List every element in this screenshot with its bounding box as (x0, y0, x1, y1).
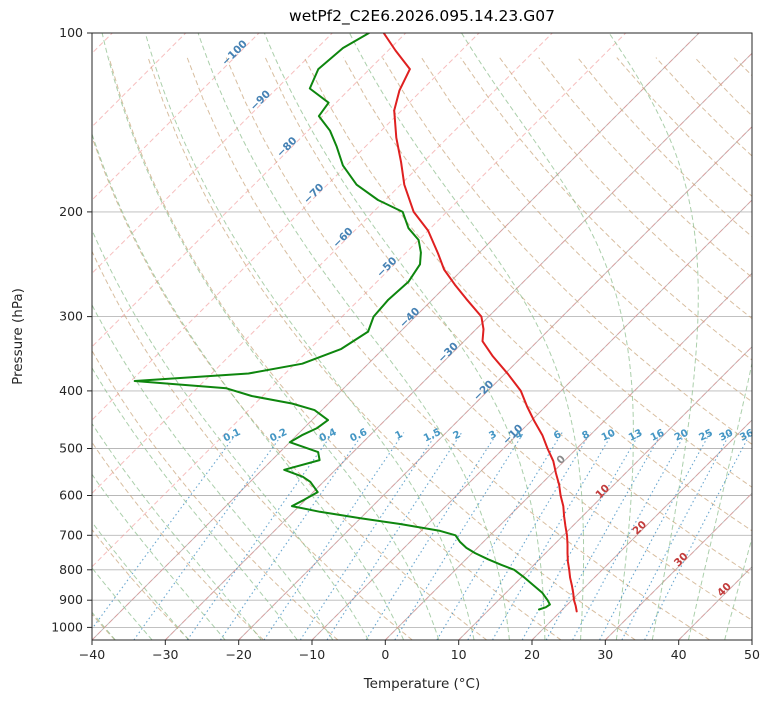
mixing-ratio-label: 3 (487, 429, 498, 442)
isotherm-line (92, 33, 260, 201)
isotherm-gridline (384, 272, 752, 640)
moist-adiabat-line (101, 33, 440, 640)
x-tick-label: −10 (299, 647, 325, 662)
y-tick-label: 100 (59, 25, 83, 40)
chart-layers: −100−90−80−70−60−50−40−30−20−10010203040… (51, 25, 760, 662)
mixing-ratio-label: 13 (627, 428, 644, 444)
dry-adiabats (92, 57, 752, 640)
mixing-ratio-label: 20 (673, 428, 690, 444)
mixing-ratio-label: 1 (393, 429, 404, 442)
plot-border (91, 32, 753, 641)
y-tick-label: 900 (59, 592, 83, 607)
moist-adiabat-line (92, 228, 369, 640)
temperature-line (382, 33, 578, 613)
isotherm-line (92, 33, 700, 640)
isotherm-lines (92, 33, 752, 640)
x-tick-label: 40 (671, 647, 687, 662)
dewpoint-line (133, 33, 551, 611)
mixing-ratio-label: 6 (552, 429, 563, 442)
y-tick-label: 700 (59, 527, 83, 542)
isotherm-line (92, 33, 333, 275)
isotherm-line (92, 33, 553, 495)
mixing-ratio-line (545, 432, 663, 640)
y-tick-label: 600 (59, 488, 83, 503)
x-axis-label: Temperature (°C) (363, 676, 481, 692)
x-tick-label: 50 (744, 647, 760, 662)
mixing-ratio-line (186, 432, 334, 640)
moist-adiabat-line (687, 360, 752, 640)
isotherm-line (238, 125, 752, 640)
y-tick-label: 500 (59, 441, 83, 456)
moist-adiabat-line (608, 33, 699, 640)
mixing-ratio-label: 25 (697, 428, 714, 444)
mixing-ratio-line (263, 432, 405, 640)
isotherm-gridline (311, 199, 752, 640)
dry-adiabat-line (342, 57, 752, 488)
dry-adiabat-line (147, 57, 636, 640)
mixing-ratio-label: 10 (600, 428, 617, 444)
mixing-ratio-line (436, 432, 563, 640)
isotherm-line (92, 33, 407, 348)
mixing-ratio-label: 36 (738, 428, 755, 444)
x-tick-label: −40 (79, 647, 105, 662)
isotherm-gridline (531, 419, 752, 640)
isotherm-line (164, 52, 752, 640)
y-tick-label: 300 (59, 309, 83, 324)
mixing-ratio-label: 2 (451, 429, 462, 442)
mixing-ratio-label: 8 (580, 429, 591, 442)
dry-adiabat-line (92, 528, 190, 640)
x-tick-label: 0 (381, 647, 389, 662)
y-axis-ticks: 100 200 300 400 500 600 700 800 900 1000 (51, 25, 92, 634)
mixing-ratio-line (326, 432, 463, 640)
isotherm-line (92, 33, 627, 568)
x-axis-ticks: −40 −30 −20 −10 0 10 20 30 40 50 (79, 640, 760, 662)
pressure-gridlines (92, 33, 752, 628)
dry-adiabat-line (92, 441, 264, 640)
dry-adiabat-line (421, 57, 752, 403)
y-tick-label: 800 (59, 562, 83, 577)
mixing-ratio-line (92, 432, 238, 630)
dry-adiabat-line (92, 135, 488, 640)
chart-title: wetPf2_C2E6.2026.095.14.23.G07 (289, 7, 555, 26)
x-tick-label: −20 (226, 647, 252, 662)
mixing-ratio-line (133, 432, 285, 640)
moist-adiabat-line (92, 303, 334, 640)
isotherm-gridline (604, 492, 752, 640)
moist-adiabat-line (92, 132, 405, 640)
y-tick-label: 400 (59, 383, 83, 398)
mixing-ratio-line (492, 432, 614, 640)
mixing-ratio-line (572, 432, 687, 640)
y-tick-label: 1000 (51, 619, 83, 634)
x-tick-label: 20 (524, 647, 540, 662)
mixing-ratio-label: 16 (649, 428, 666, 444)
isotherm-line (92, 33, 480, 421)
y-tick-label: 200 (59, 204, 83, 219)
mixing-ratio-line (219, 432, 365, 640)
x-tick-label: 30 (597, 647, 613, 662)
moist-adiabat-line (197, 33, 510, 640)
mixing-ratio-label: 4 (514, 429, 525, 442)
mixing-ratio-line (299, 432, 438, 640)
x-tick-label: −30 (152, 647, 178, 662)
moist-adiabats (92, 33, 752, 640)
x-tick-label: 10 (451, 647, 467, 662)
moist-adiabat-line (349, 33, 585, 640)
moist-adiabat-line (724, 536, 752, 640)
moist-adiabat-line (144, 33, 475, 640)
dry-adiabat-line (108, 57, 562, 640)
isotherm-gridline (458, 346, 752, 640)
y-axis-label: Pressure (hPa) (10, 288, 26, 385)
dry-adiabat-line (303, 57, 752, 532)
dry-adiabat-line (225, 57, 752, 621)
moist-adiabat-line (92, 473, 226, 640)
dry-adiabat-line (499, 57, 752, 320)
mixing-ratio-label: 30 (718, 428, 735, 444)
dry-adiabat-line (186, 57, 711, 640)
profile-lines (133, 33, 578, 613)
dry-adiabat-line (92, 250, 413, 640)
moist-adiabat-line (92, 422, 262, 640)
